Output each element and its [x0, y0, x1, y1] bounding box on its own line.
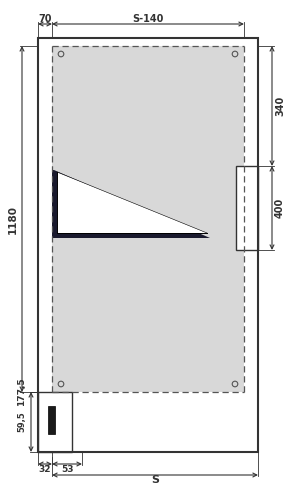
Polygon shape: [57, 172, 207, 233]
Bar: [52, 46, 244, 392]
Text: 53: 53: [61, 464, 73, 473]
Text: 1180: 1180: [8, 204, 18, 234]
Text: 400: 400: [275, 198, 285, 218]
Bar: [48, 406, 55, 434]
Bar: [38, 392, 72, 452]
Text: 70: 70: [38, 14, 52, 24]
Bar: [38, 38, 258, 452]
Text: S: S: [151, 475, 159, 485]
Text: 340: 340: [275, 96, 285, 116]
Text: S-140: S-140: [132, 14, 164, 24]
Text: 177,5: 177,5: [17, 378, 27, 406]
Bar: [236, 166, 258, 250]
Text: 32: 32: [39, 464, 51, 473]
Text: 59,5: 59,5: [17, 412, 27, 432]
Polygon shape: [52, 170, 210, 238]
